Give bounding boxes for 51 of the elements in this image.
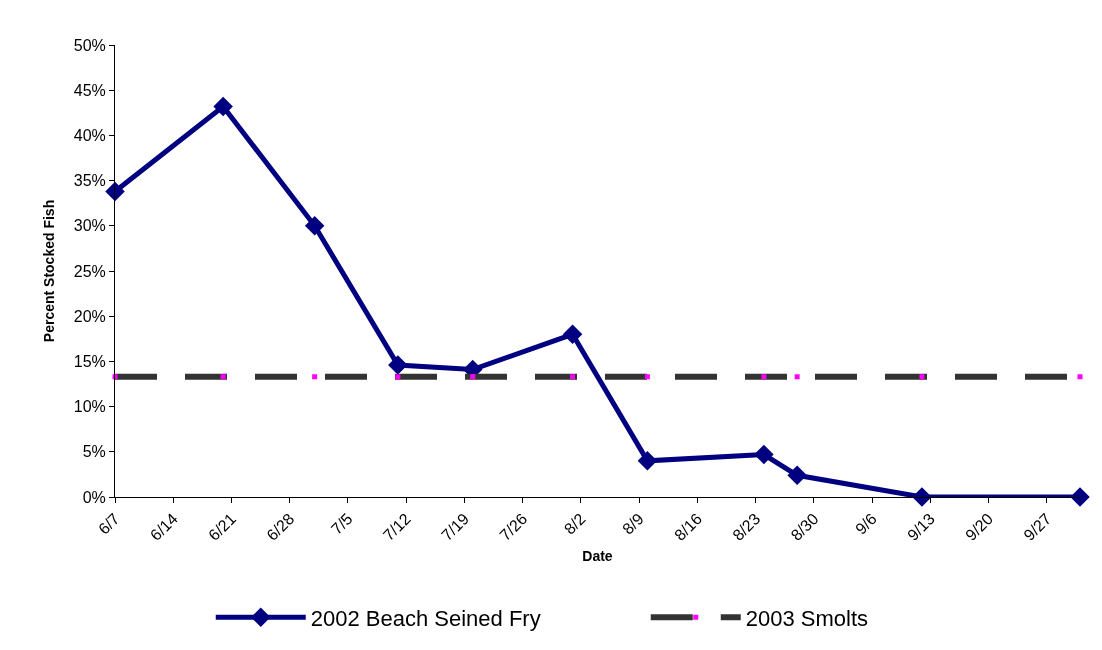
y-tick-label: 0% (82, 488, 106, 506)
point (919, 374, 925, 380)
point (388, 355, 408, 375)
y-tick-label: 45% (73, 81, 106, 99)
legend-label: 2003 Smolts (745, 605, 869, 631)
x-tick-label: 9/27 (1020, 509, 1055, 544)
x-tick-label: 7/5 (327, 509, 356, 538)
point (1070, 487, 1090, 507)
point (470, 374, 476, 380)
point (562, 324, 583, 345)
point (105, 181, 125, 202)
x-tick-label: 8/23 (729, 509, 764, 544)
y-tick-label: 50% (73, 36, 106, 54)
y-tick-label: 5% (82, 443, 106, 461)
x-tick-label: 8/9 (619, 509, 647, 538)
x-axis-title: Date (582, 548, 613, 565)
point (304, 216, 325, 236)
y-tick-label: 25% (73, 262, 106, 280)
x-tick-label: 8/2 (560, 509, 589, 538)
y-tick-label: 35% (73, 172, 106, 190)
point (1077, 374, 1083, 380)
point (644, 374, 650, 380)
x-tick-label: 9/6 (852, 509, 880, 538)
point (312, 374, 318, 380)
point (787, 465, 807, 486)
y-tick-label: 10% (73, 398, 106, 416)
point (220, 374, 226, 380)
y-axis-title: Percent Stocked Fish (41, 199, 58, 343)
point (570, 374, 576, 380)
y-tick-label: 30% (73, 217, 106, 235)
legend-label: 2002 Beach Seined Fry (310, 605, 541, 631)
point (794, 374, 800, 380)
x-tick-label: 6/14 (146, 509, 182, 544)
x-tick-label: 6/28 (263, 509, 298, 544)
point (754, 444, 774, 465)
x-tick-label: 9/13 (904, 509, 939, 544)
x-tick-label: 8/30 (787, 509, 822, 544)
point (213, 96, 233, 117)
point (637, 451, 658, 471)
point (395, 374, 401, 380)
x-tick-label: 8/16 (671, 509, 706, 544)
x-tick-label: 6/7 (95, 509, 123, 538)
x-tick-label: 9/20 (962, 509, 997, 544)
y-tick-label: 15% (73, 353, 106, 370)
y-tick-label: 20% (73, 307, 106, 325)
x-tick-label: 6/21 (205, 509, 240, 544)
y-tick-label: 40% (73, 127, 106, 144)
x-tick-label: 7/26 (496, 509, 531, 544)
point (761, 374, 767, 380)
x-tick-label: 7/19 (438, 509, 473, 544)
x-tick-label: 7/12 (379, 509, 415, 544)
